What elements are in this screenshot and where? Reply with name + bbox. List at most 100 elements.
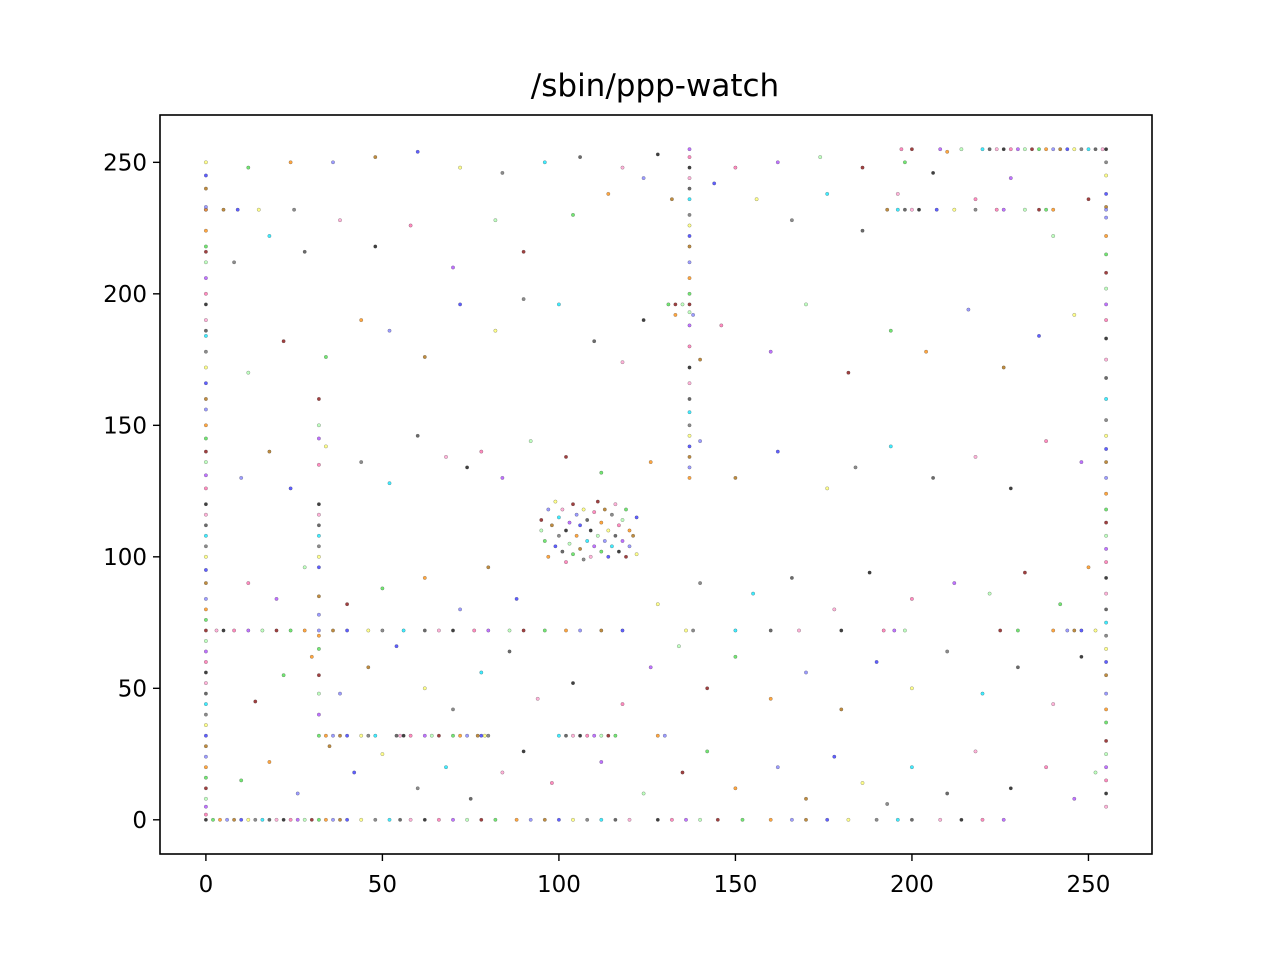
data-point: [408, 817, 413, 822]
data-point: [592, 544, 597, 549]
data-point: [295, 791, 300, 796]
data-point: [1058, 602, 1063, 607]
data-point: [203, 407, 208, 412]
data-point: [613, 502, 618, 507]
data-point: [567, 520, 572, 525]
data-point: [1008, 486, 1013, 491]
data-point: [804, 796, 808, 801]
data-point: [1086, 197, 1091, 202]
data-point: [687, 323, 692, 328]
data-point: [415, 433, 420, 438]
data-point: [903, 160, 907, 165]
data-point: [595, 499, 600, 504]
data-point: [973, 207, 978, 212]
data-point: [373, 155, 378, 160]
data-point: [1104, 376, 1109, 380]
data-point: [465, 733, 469, 738]
data-point: [331, 628, 335, 633]
data-point: [627, 817, 632, 822]
data-point: [687, 147, 692, 152]
data-point: [338, 733, 342, 738]
data-point: [952, 207, 957, 212]
data-point: [232, 260, 237, 265]
data-point: [874, 817, 879, 822]
data-point: [239, 817, 244, 822]
data-point: [560, 507, 565, 512]
data-point: [599, 628, 604, 633]
data-point: [394, 644, 399, 649]
data-point: [203, 681, 208, 685]
data-point: [359, 817, 364, 822]
data-point: [624, 554, 628, 559]
data-point: [627, 544, 632, 549]
data-point: [895, 817, 900, 822]
data-point: [1104, 491, 1109, 496]
data-point: [398, 817, 402, 822]
data-point: [924, 349, 928, 354]
data-point: [585, 539, 590, 543]
data-point: [1086, 147, 1091, 152]
data-point: [1104, 607, 1109, 612]
data-point: [1072, 312, 1077, 317]
data-point: [203, 796, 208, 801]
data-point: [1104, 804, 1109, 809]
data-point: [486, 628, 491, 633]
data-point: [1104, 633, 1109, 638]
data-point: [564, 560, 568, 564]
data-point: [1072, 628, 1077, 633]
data-point: [581, 507, 586, 512]
data-point: [557, 515, 561, 520]
data-point: [359, 460, 364, 464]
data-point: [203, 397, 208, 401]
data-point: [316, 423, 321, 428]
data-point: [634, 515, 639, 520]
data-point: [768, 349, 773, 354]
data-point: [203, 365, 208, 370]
data-point: [687, 410, 692, 415]
data-point: [634, 552, 639, 557]
data-point: [253, 817, 258, 822]
data-point: [1093, 628, 1098, 633]
data-point: [655, 733, 660, 738]
data-point: [267, 817, 272, 822]
data-point: [422, 686, 427, 691]
y-tick-label: 250: [103, 150, 147, 176]
data-point: [232, 817, 237, 822]
data-point: [599, 520, 604, 525]
data-point: [945, 649, 950, 654]
data-point: [203, 423, 208, 428]
data-point: [994, 207, 999, 212]
chart-title: /sbin/ppp-watch: [530, 68, 780, 104]
data-point: [687, 465, 692, 470]
data-point: [592, 510, 597, 514]
data-point: [521, 297, 526, 301]
data-point: [910, 686, 914, 691]
data-point: [973, 749, 978, 754]
data-point: [1016, 147, 1020, 152]
data-point: [458, 733, 462, 738]
data-point: [203, 160, 208, 165]
data-point: [1072, 147, 1077, 152]
data-point: [203, 817, 208, 822]
data-point: [401, 733, 406, 738]
y-tick-label: 0: [132, 808, 147, 834]
x-tick-label: 0: [199, 872, 214, 898]
data-point: [203, 349, 208, 354]
data-point: [203, 333, 208, 338]
data-point: [578, 547, 582, 551]
data-point: [571, 681, 575, 685]
data-point: [1008, 786, 1013, 791]
data-point: [288, 817, 293, 822]
data-point: [331, 160, 335, 165]
data-point: [203, 554, 208, 559]
data-point: [246, 817, 251, 822]
data-point: [680, 770, 685, 775]
data-point: [316, 512, 321, 517]
data-point: [687, 165, 692, 170]
data-point: [408, 733, 413, 738]
data-point: [670, 817, 674, 822]
data-point: [606, 191, 611, 196]
data-point: [345, 602, 349, 607]
data-point: [825, 817, 830, 822]
data-point: [571, 552, 575, 557]
